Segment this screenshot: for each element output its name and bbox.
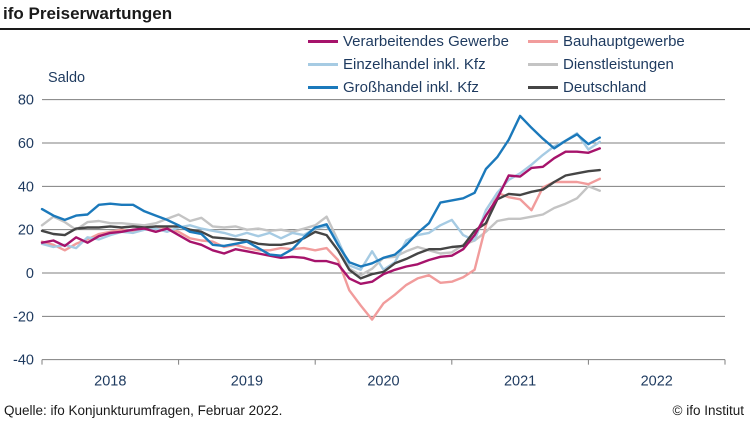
legend-item-grosshandel: Großhandel inkl. Kfz (308, 79, 528, 96)
legend-item-bauhauptgewerbe: Bauhauptgewerbe (528, 33, 685, 50)
legend-item-deutschland: Deutschland (528, 79, 685, 96)
y-tick-label: -20 (13, 309, 34, 325)
y-tick-label: 40 (18, 179, 34, 195)
legend-swatch (308, 86, 338, 89)
legend-item-einzelhandel: Einzelhandel inkl. Kfz (308, 56, 528, 73)
legend-label: Verarbeitendes Gewerbe (343, 33, 509, 50)
legend-swatch (308, 40, 338, 43)
y-tick-label: 20 (18, 223, 34, 239)
source-note: Quelle: ifo Konjunkturumfragen, Februar … (4, 403, 283, 418)
page-title: ifo Preiserwartungen (3, 4, 173, 23)
series-line-deutschland (40, 168, 601, 280)
legend-swatch (528, 63, 558, 66)
legend-label: Dienstleistungen (563, 56, 674, 73)
legend-label: Bauhauptgewerbe (563, 33, 685, 50)
legend-label: Deutschland (563, 79, 647, 96)
series-line-dienstleistungen (40, 185, 601, 277)
series-line-grosshandel (40, 114, 601, 268)
y-tick-label: 60 (18, 136, 34, 152)
series-line-verarbeitendes (40, 147, 601, 285)
x-tick-label: 2019 (231, 374, 263, 390)
legend-label: Einzelhandel inkl. Kfz (343, 56, 486, 73)
y-tick-label: -40 (13, 353, 34, 369)
y-tick-label: 0 (26, 266, 34, 282)
y-axis-title: Saldo (48, 70, 86, 86)
chart-legend: Verarbeitendes Gewerbe Bauhauptgewerbe Ein… (308, 33, 685, 96)
legend-swatch (528, 40, 558, 43)
x-tick-label: 2020 (367, 374, 399, 390)
legend-item-verarbeitendes: Verarbeitendes Gewerbe (308, 33, 528, 50)
legend-swatch (308, 63, 338, 66)
x-tick-label: 2021 (504, 374, 536, 390)
x-tick-label: 2022 (641, 374, 673, 390)
legend-item-dienstleistungen: Dienstleistungen (528, 56, 685, 73)
series-line-bauhauptgewerbe (40, 177, 601, 321)
y-tick-label: 80 (18, 93, 34, 109)
x-tick-label: 2018 (94, 374, 126, 390)
title-divider (0, 28, 750, 30)
legend-label: Großhandel inkl. Kfz (343, 79, 479, 96)
copyright-note: © ifo Institut (672, 403, 744, 418)
legend-swatch (528, 86, 558, 89)
